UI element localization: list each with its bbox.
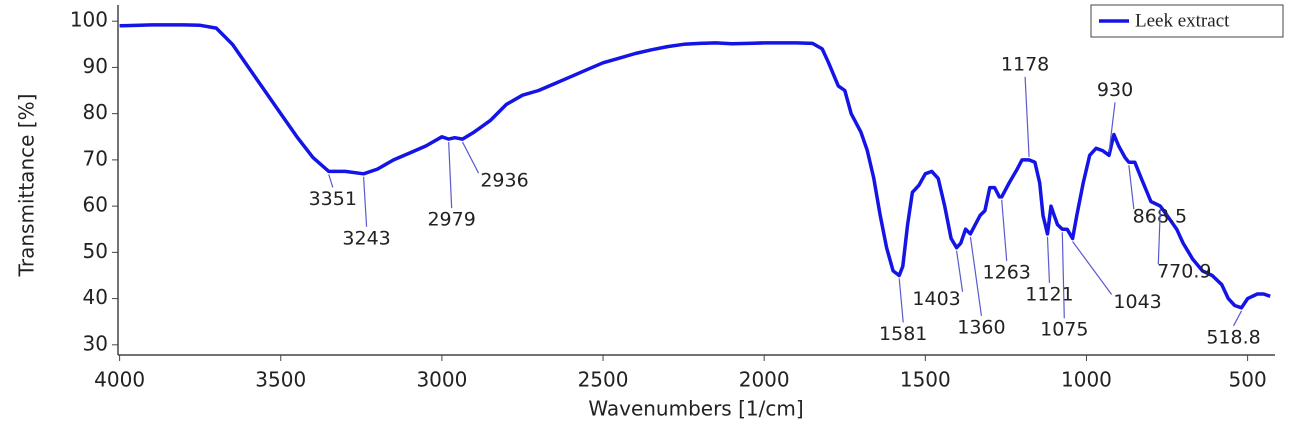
annotation-label: 3243 (342, 227, 390, 249)
x-tick-label: 1500 (900, 368, 951, 392)
annotation-label: 1075 (1040, 319, 1088, 341)
annotation-leader (461, 141, 480, 174)
y-tick-label: 30 (83, 331, 108, 355)
annotation-label: 2979 (427, 209, 475, 231)
annotation-leader (1108, 102, 1116, 153)
annotation-leader (1128, 165, 1135, 210)
y-tick-label: 40 (83, 285, 108, 309)
annotation-label: 1121 (1025, 283, 1073, 305)
annotation-leader (1233, 310, 1243, 327)
x-tick-label: 1000 (1061, 368, 1112, 392)
x-tick-label: 4000 (94, 368, 145, 392)
annotation-leader (1061, 232, 1065, 319)
y-tick-label: 90 (83, 54, 108, 78)
annotation-leader (1024, 76, 1030, 157)
annotation-leader (328, 174, 334, 188)
y-tick-label: 70 (83, 146, 108, 170)
annotation-leader (955, 250, 964, 292)
x-tick-label: 500 (1229, 368, 1267, 392)
annotation-label: 1178 (1001, 53, 1049, 75)
annotation-label: 770.9 (1157, 261, 1211, 283)
annotation-label: 1263 (983, 261, 1031, 283)
legend-label: Leek extract (1135, 10, 1230, 31)
annotation-leader (898, 278, 904, 323)
x-tick-label: 3500 (255, 368, 306, 392)
annotation-label: 1360 (957, 316, 1005, 338)
annotation-leader (969, 236, 983, 316)
annotation-label: 930 (1097, 79, 1133, 101)
x-tick-label: 2500 (578, 368, 629, 392)
annotation-label: 1403 (912, 288, 960, 310)
annotation-leader (1072, 241, 1113, 295)
annotation-label: 518.8 (1206, 326, 1260, 348)
annotation-leader (362, 176, 368, 227)
annotation-leader (1046, 236, 1051, 283)
annotation-leader (1001, 199, 1008, 261)
y-tick-label: 50 (83, 239, 108, 263)
annotation-label: 1043 (1113, 291, 1161, 313)
annotation-label: 1581 (879, 323, 927, 345)
annotation-label: 2936 (480, 170, 528, 192)
x-tick-label: 3000 (416, 368, 467, 392)
annotation-label: 3351 (309, 188, 357, 210)
y-tick-label: 100 (70, 8, 108, 32)
y-tick-label: 80 (83, 100, 108, 124)
annotation-leader (448, 142, 453, 209)
x-tick-label: 2000 (739, 368, 790, 392)
x-axis-title: Wavenumbers [1/cm] (588, 397, 803, 421)
y-axis-title: Transmittance [%] (15, 94, 39, 278)
annotation-leader (1157, 209, 1161, 265)
y-tick-label: 60 (83, 193, 108, 217)
spectrum-line (119, 23, 1271, 310)
